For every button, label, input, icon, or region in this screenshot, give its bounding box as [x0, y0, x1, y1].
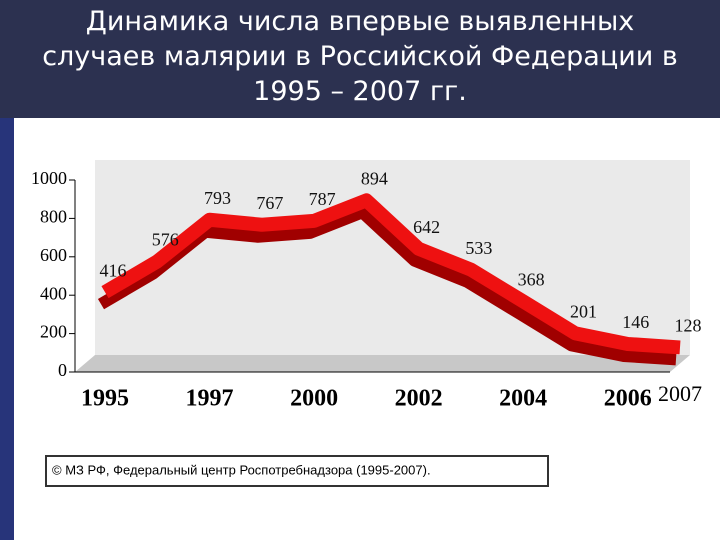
data-label: 128 — [675, 316, 702, 336]
plot-wall — [95, 160, 690, 355]
data-label: 146 — [622, 312, 649, 332]
data-line — [101, 193, 681, 355]
data-label: 767 — [256, 193, 283, 213]
y-tick-label: 800 — [40, 207, 67, 227]
x-tick-label: 2006 — [604, 386, 652, 412]
x-tick-label: 1995 — [81, 386, 129, 412]
data-label: 793 — [204, 188, 231, 208]
source-box — [45, 455, 549, 487]
data-label: 576 — [152, 230, 179, 250]
data-label: 642 — [413, 217, 440, 237]
x-tick-label: 2002 — [395, 386, 443, 412]
y-tick-label: 600 — [40, 245, 67, 265]
header-band — [0, 0, 720, 118]
x-tick-label: 2004 — [499, 386, 547, 412]
data-label: 787 — [309, 189, 336, 209]
chart-title: Динамика числа впервые выявленных случае… — [42, 6, 678, 107]
data-label: 201 — [570, 302, 597, 322]
x-tick-label: 1997 — [186, 386, 234, 412]
source-note: © МЗ РФ, Федеральный центр Роспотребнадз… — [52, 462, 431, 477]
y-tick-label: 1000 — [31, 168, 67, 188]
x-tick-label: 2007 — [658, 381, 702, 406]
title-box: Динамика числа впервые выявленных случае… — [42, 6, 678, 107]
data-label: 416 — [100, 260, 127, 280]
y-tick-label: 400 — [40, 283, 67, 303]
side-stripe — [0, 118, 14, 540]
data-label: 368 — [518, 269, 545, 289]
y-tick-label: 200 — [40, 322, 67, 342]
data-label: 533 — [465, 238, 492, 258]
plot-floor — [75, 355, 690, 372]
x-tick-label: 2000 — [290, 386, 338, 412]
data-label: 894 — [361, 168, 388, 188]
y-tick-label: 0 — [58, 360, 67, 380]
